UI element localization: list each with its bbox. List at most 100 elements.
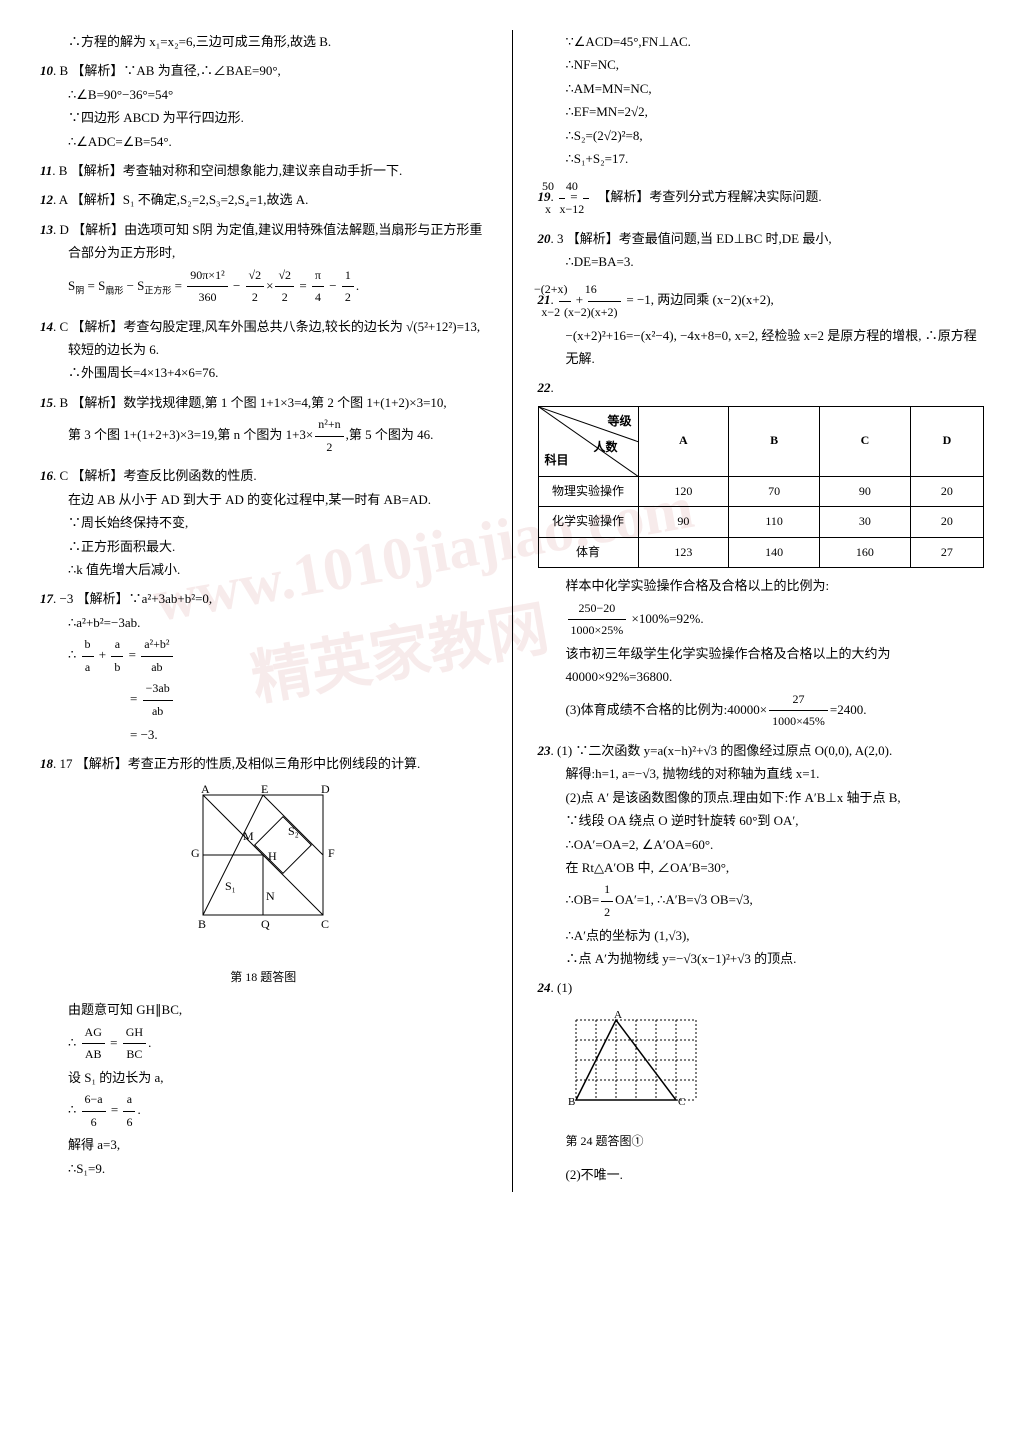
text: (2)点 A′ 是该函数图像的顶点.理由如下:作 A′B⊥x 轴于点 B, <box>538 786 985 809</box>
answer: C <box>60 319 69 334</box>
row-label: 化学实验操作 <box>538 507 638 538</box>
formula: 250−201000×25% ×100%=92%. <box>538 598 985 642</box>
svg-text:B: B <box>568 1096 575 1108</box>
text: (2)不唯一. <box>538 1163 985 1186</box>
svg-text:G: G <box>191 846 200 860</box>
table-row: 化学实验操作 90 110 30 20 <box>538 507 984 538</box>
left-column: ∴方程的解为 x₁=x₂=6,三边可成三角形,故选 B. 10. B 【解析】∵… <box>40 30 487 1192</box>
question-number: 17 <box>40 591 53 606</box>
text: 解得 a=3, <box>40 1133 487 1156</box>
cell: 90 <box>820 476 911 507</box>
question-number: 15 <box>40 395 53 410</box>
text: ∴OA′=OA=2, ∠A′OA=60°. <box>538 833 985 856</box>
question-number: 12 <box>40 192 53 207</box>
row-label: 物理实验操作 <box>538 476 638 507</box>
formula: ∴ ba + ab = a²+b²ab <box>40 634 487 678</box>
text: ∴AM=MN=NC, <box>538 77 985 100</box>
text: ∴DE=BA=3. <box>538 250 985 273</box>
text: 【解析】由选项可知 S阴 为定值,建议用特殊值法解题,当扇形与正方形重合部分为正… <box>68 222 482 260</box>
question-number: 24 <box>538 980 551 995</box>
question-number: 16 <box>40 468 53 483</box>
question-19: 19. 50x = 40x−12 【解析】考查列分式方程解决实际问题. <box>538 176 985 220</box>
svg-text:H: H <box>268 849 277 863</box>
question-number: 11 <box>40 163 52 178</box>
page-container: ∴方程的解为 x₁=x₂=6,三边可成三角形,故选 B. 10. B 【解析】∵… <box>40 30 984 1192</box>
text: −(x+2)²+16=−(x²−4), −4x+8=0, x=2, 经检验 x=… <box>538 324 985 371</box>
column-divider <box>512 30 513 1192</box>
text: 【解析】S₁ 不确定,S₂=2,S₃=2,S₄=1,故选 A. <box>71 192 309 207</box>
question-14: 14. C 【解析】考查勾股定理,风车外围总共八条边,较长的边长为 √(5²+1… <box>40 315 487 385</box>
col-header: B <box>729 406 820 476</box>
geometry-diagram-icon: A E D M S₂ H F G S₁ N B Q C <box>173 785 353 955</box>
svg-text:Q: Q <box>261 917 270 931</box>
answer: B <box>60 63 69 78</box>
question-number: 14 <box>40 319 53 334</box>
answer: B <box>59 163 68 178</box>
text: ∴A′点的坐标为 (1,√3), <box>538 924 985 947</box>
question-16: 16. C 【解析】考查反比例函数的性质. 在边 AB 从小于 AD 到大于 A… <box>40 464 487 581</box>
text: ∴EF=MN=2√2, <box>538 100 985 123</box>
figure-q18: A E D M S₂ H F G S₁ N B Q C 第 18 题答图 <box>40 785 487 988</box>
col-header: C <box>820 406 911 476</box>
svg-text:N: N <box>266 889 275 903</box>
right-column: ∵∠ACD=45°,FN⊥AC. ∴NF=NC, ∴AM=MN=NC, ∴EF=… <box>538 30 985 1192</box>
text: ∴外围周长=4×13+4×6=76. <box>40 361 487 384</box>
cell: 110 <box>729 507 820 538</box>
cell: 27 <box>910 537 983 568</box>
text: (1) ∵二次函数 y=a(x−h)²+√3 的图像经过原点 O(0,0), A… <box>557 743 892 758</box>
text: 【解析】考查勾股定理,风车外围总共八条边,较长的边长为 √(5²+12²)=13… <box>68 319 480 357</box>
question-12: 12. A 【解析】S₁ 不确定,S₂=2,S₃=2,S₄=1,故选 A. <box>40 188 487 211</box>
question-10: 10. B 【解析】∵AB 为直径,∴∠BAE=90°, ∴∠B=90°−36°… <box>40 59 487 153</box>
text: 解得:h=1, a=−√3, 抛物线的对称轴为直线 x=1. <box>538 762 985 785</box>
text: ∵周长始终保持不变, <box>40 511 487 534</box>
svg-text:M: M <box>243 829 254 843</box>
table-diagonal-header: 等级 人数 科目 <box>538 406 638 476</box>
answer: −3 <box>60 591 74 606</box>
answer: C <box>60 468 69 483</box>
cell: 160 <box>820 537 911 568</box>
svg-text:B: B <box>198 917 206 931</box>
text: 【解析】∵a²+3ab+b²=0, <box>77 591 213 606</box>
text: ∴NF=NC, <box>538 53 985 76</box>
text: ∵∠ACD=45°,FN⊥AC. <box>538 30 985 53</box>
text: ∵四边形 ABCD 为平行四边形. <box>40 106 487 129</box>
cell: 120 <box>638 476 729 507</box>
text: ∴S₁+S₂=17. <box>538 147 985 170</box>
text: 【解析】∵AB 为直径,∴∠BAE=90°, <box>71 63 280 78</box>
text: ∴a²+b²=−3ab. <box>40 611 487 634</box>
question-number: 20 <box>538 231 551 246</box>
svg-text:E: E <box>261 785 268 796</box>
pre-line: ∴方程的解为 x₁=x₂=6,三边可成三角形,故选 B. <box>40 30 487 53</box>
text: ∵线段 OA 绕点 O 逆时针旋转 60°到 OA′, <box>538 809 985 832</box>
col-header: A <box>638 406 729 476</box>
question-number: 10 <box>40 63 53 78</box>
cell: 20 <box>910 507 983 538</box>
row-label: 体育 <box>538 537 638 568</box>
text: ∴∠ADC=∠B=54°. <box>40 130 487 153</box>
text: 该市初三年级学生化学实验操作合格及合格以上的大约为 40000×92%=3680… <box>538 642 985 689</box>
table-row: 体育 123 140 160 27 <box>538 537 984 568</box>
text: ∴∠B=90°−36°=54° <box>40 83 487 106</box>
question-24: 24. (1) A B <box>538 976 985 1186</box>
formula: = −3. <box>40 723 487 746</box>
header-text: 人数 <box>593 437 617 459</box>
col-header: D <box>910 406 983 476</box>
table-row: 物理实验操作 120 70 90 20 <box>538 476 984 507</box>
svg-text:A: A <box>201 785 210 796</box>
text-line: ∴方程的解为 x₁=x₂=6,三边可成三角形,故选 B. <box>40 30 487 53</box>
question-18: 18. 17 【解析】考查正方形的性质,及相似三角形中比例线段的计算. A E … <box>40 752 487 1180</box>
text: 【解析】考查反比例函数的性质. <box>71 468 256 483</box>
question-number: 18 <box>40 756 53 771</box>
answer: 17 <box>60 756 73 771</box>
grade-table: 等级 人数 科目 A B C D 物理实验操作 120 70 90 20 化学实… <box>538 406 985 569</box>
text: 在 Rt△A′OB 中, ∠OA′B=30°, <box>538 856 985 879</box>
question-number: 23 <box>538 743 551 758</box>
text: ∴S₁=9. <box>40 1157 487 1180</box>
formula: ∴OB=12OA′=1, ∴A′B=√3 OB=√3, <box>538 879 985 923</box>
grid-diagram-icon: A B C <box>566 1010 706 1120</box>
figure-caption: 第 18 题答图 <box>40 967 487 989</box>
text: ∴S₂=(2√2)²=8, <box>538 124 985 147</box>
question-21: 21. −(2+x)x−2 + 16(x−2)(x+2) = −1, 两边同乘 … <box>538 279 985 370</box>
question-17: 17. −3 【解析】∵a²+3ab+b²=0, ∴a²+b²=−3ab. ∴ … <box>40 587 487 746</box>
text: ∴k 值先增大后减小. <box>40 558 487 581</box>
